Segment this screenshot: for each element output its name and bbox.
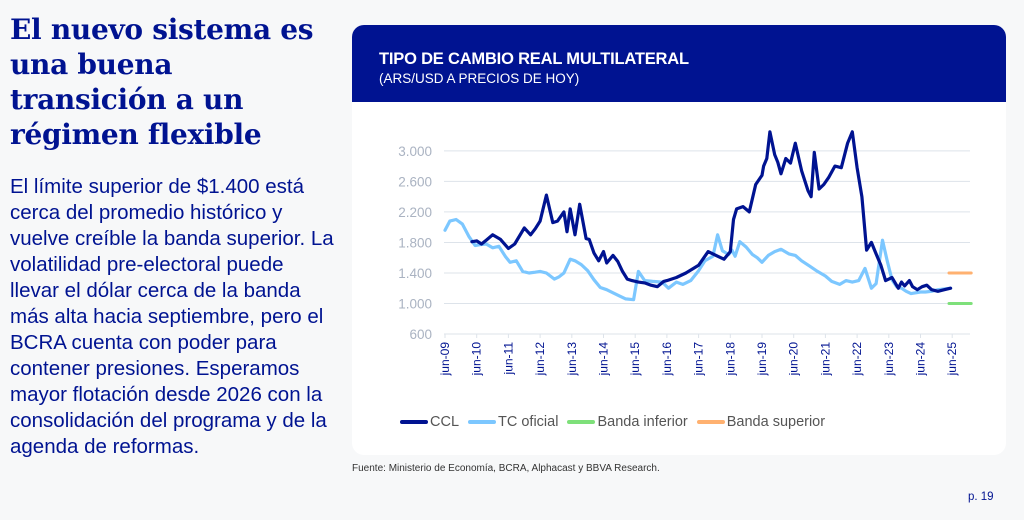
- x-tick-label: jun-16: [660, 342, 674, 377]
- series-line-ccl: [470, 130, 953, 293]
- legend-item: Banda superior: [696, 414, 826, 430]
- y-tick-label: 2.600: [398, 174, 432, 189]
- legend-swatch: [468, 420, 497, 424]
- chart-subtitle: (ARS/USD A PRECIOS DE HOY): [379, 71, 580, 86]
- y-tick-label: 3.000: [398, 144, 432, 159]
- series-line-tc-oficial: [443, 217, 953, 302]
- x-tick-label: jun-17: [692, 342, 706, 377]
- legend-label: CCL: [430, 414, 460, 430]
- x-tick-label: jun-20: [787, 342, 801, 377]
- body-paragraph: El límite superior de $1.400 está cerca …: [10, 175, 334, 458]
- legend-item: TC oficial: [468, 414, 558, 430]
- chart-header: TIPO DE CAMBIO REAL MULTILATERAL (ARS/US…: [352, 25, 1006, 102]
- chart-legend: CCL TC oficial Banda inferior Banda superio…: [400, 414, 834, 430]
- y-axis: 600 1.000 1.400 1.800 2.200 2.600 3.000: [398, 144, 432, 342]
- y-tick-label: 1.800: [398, 235, 432, 250]
- x-tick-label: jun-19: [755, 342, 769, 377]
- legend-label: Banda inferior: [597, 414, 688, 430]
- x-tick-label: jun-24: [914, 342, 928, 377]
- y-tick-label: 600: [409, 327, 432, 342]
- gridlines: [444, 150, 970, 335]
- x-tick-label: jun-09: [438, 342, 452, 377]
- legend-label: Banda superior: [726, 414, 826, 430]
- page-title: El nuevo sistema es una buena transición…: [10, 13, 314, 151]
- x-tick-label: jun-23: [882, 342, 896, 377]
- x-tick-label: jun-11: [501, 342, 515, 376]
- legend-swatch: [696, 420, 725, 424]
- line-chart: 600 1.000 1.400 1.800 2.200 2.600 3.000 jun-09…: [398, 130, 973, 376]
- x-tick-label: jun-21: [818, 342, 832, 377]
- legend-label: TC oficial: [498, 414, 559, 430]
- legend-swatch: [400, 420, 428, 424]
- x-tick-label: jun-13: [565, 342, 579, 377]
- x-tick-label: jun-25: [945, 342, 959, 377]
- legend-swatch: [567, 420, 596, 424]
- page-number: p. 19: [968, 491, 994, 503]
- x-tick-label: jun-15: [628, 342, 642, 377]
- x-tick-label: jun-12: [533, 342, 547, 377]
- legend-item: Banda inferior: [567, 414, 688, 430]
- chart-card: TIPO DE CAMBIO REAL MULTILATERAL (ARS/US…: [352, 25, 1006, 455]
- x-axis: jun-09 jun-10 jun-11 jun-12 jun-13 jun-14 jun-…: [438, 334, 959, 376]
- legend-item: CCL: [400, 414, 459, 430]
- x-tick-label: jun-18: [723, 342, 737, 377]
- y-tick-label: 1.400: [398, 266, 432, 281]
- series-lines: [443, 130, 973, 305]
- x-tick-label: jun-14: [597, 342, 611, 377]
- x-tick-label: jun-10: [470, 342, 484, 377]
- chart-title: TIPO DE CAMBIO REAL MULTILATERAL: [379, 50, 689, 68]
- x-tick-label: jun-22: [850, 342, 864, 377]
- y-tick-label: 2.200: [398, 205, 432, 220]
- y-tick-label: 1.000: [398, 296, 432, 311]
- source-note: Fuente: Ministerio de Economía, BCRA, Al…: [352, 463, 660, 474]
